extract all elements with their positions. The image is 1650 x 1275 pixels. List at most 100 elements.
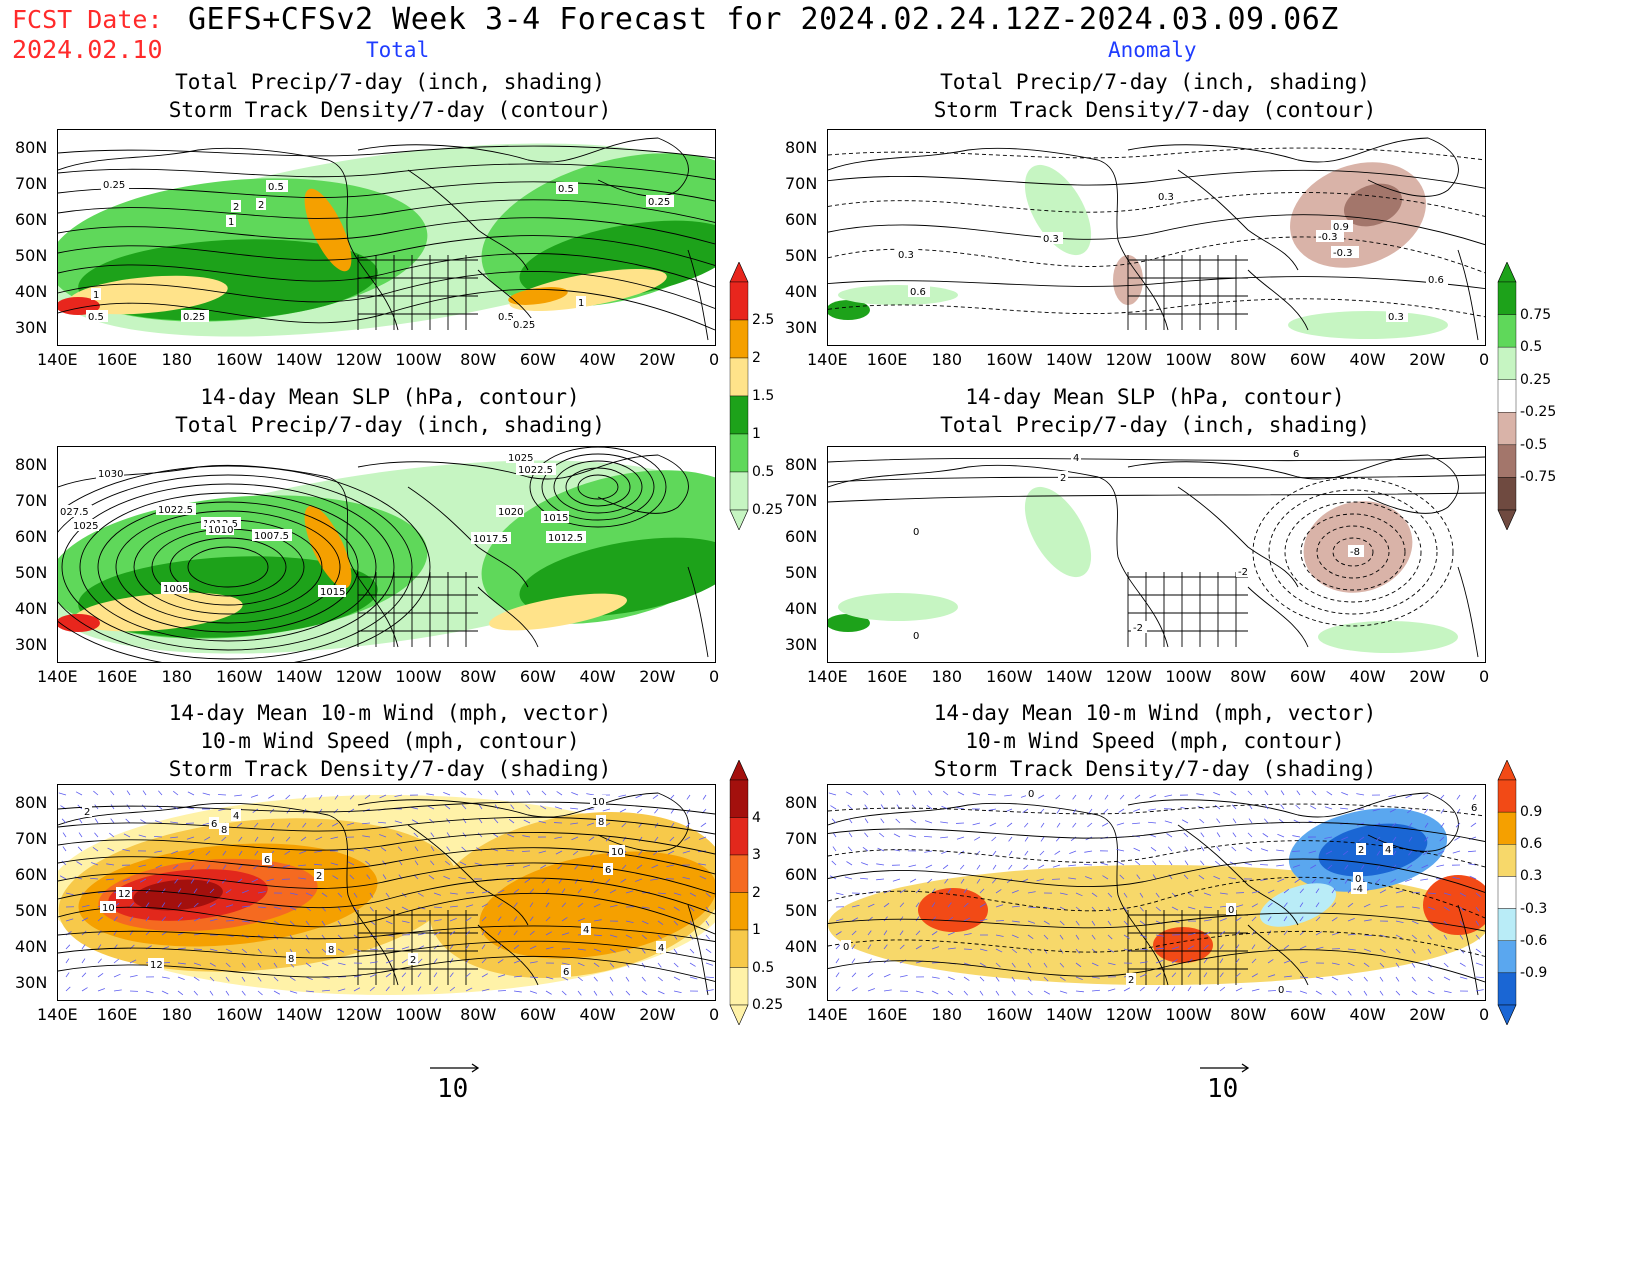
lat-tick-label: 40N [15, 599, 48, 618]
wind-vector [1075, 990, 1084, 993]
wind-vector [974, 836, 981, 841]
wind-vector [353, 920, 359, 926]
wind-vector [586, 822, 595, 826]
wind-vector [1308, 850, 1317, 854]
wind-vector [97, 972, 104, 978]
contour-line [58, 816, 715, 835]
contour-label: 6 [1293, 449, 1299, 460]
coast-europe [1457, 566, 1479, 658]
wind-vector [497, 974, 506, 978]
wind-vector [1379, 962, 1385, 968]
wind-vector [449, 930, 456, 936]
contour-label-bg [116, 887, 132, 899]
lat-tick-label: 30N [785, 973, 818, 992]
wind-vector [1203, 906, 1212, 909]
contour-label-bg [148, 958, 164, 970]
wind-vector [1150, 846, 1157, 852]
wind-vector [1075, 948, 1080, 954]
wind-vector [187, 791, 195, 796]
wind-vector [915, 930, 921, 936]
wind-vector [1091, 989, 1100, 992]
contour-label-bg [231, 809, 241, 821]
wind-vector [1056, 822, 1061, 828]
wind-vector [1395, 976, 1400, 982]
colorbar-segment [729, 779, 749, 818]
wind-vector [113, 989, 122, 992]
wind-vector [1027, 906, 1036, 908]
wind-vector [510, 804, 515, 810]
wind-vector [561, 962, 570, 965]
wind-vector [364, 794, 371, 800]
lat-tick-label: 80N [15, 138, 48, 157]
wind-vector [62, 846, 67, 852]
wind-vector [206, 878, 211, 884]
wind-vector [1283, 888, 1290, 894]
wind-vector [417, 958, 423, 964]
wind-vector [1133, 808, 1141, 812]
wind-vector [641, 934, 647, 940]
wind-vector [574, 864, 579, 870]
wind-vector [1251, 944, 1256, 950]
lon-tick-label: 160E [96, 667, 138, 686]
wind-vector [1203, 958, 1208, 964]
wind-vector [577, 902, 584, 908]
contour-line [58, 235, 715, 266]
contour-label: 1022.5 [518, 465, 553, 476]
wind-vector [1167, 846, 1173, 852]
wind-vector [1376, 864, 1381, 870]
contour-label: 1010 [208, 525, 233, 536]
wind-vector [321, 920, 326, 926]
lon-tick-label: 160E [96, 350, 138, 369]
contour-label-bg [1041, 232, 1063, 244]
wind-vector [315, 836, 323, 841]
wind-vector [1187, 945, 1195, 950]
wind-vector [654, 808, 659, 814]
contour-label-bg [506, 451, 534, 463]
lon-tick-label: 120W [1105, 350, 1152, 369]
wind-vector [1267, 930, 1272, 936]
wind-vector [988, 794, 997, 796]
wind-vector [193, 990, 199, 996]
wind-vector [1411, 920, 1419, 925]
wind-vector [366, 874, 371, 880]
contour-line [58, 847, 715, 875]
wind-vector [593, 903, 601, 908]
contour-label: 0.25 [513, 320, 535, 331]
wind-vector [1203, 919, 1212, 922]
anom-precip-green-light [1024, 164, 1092, 256]
isobar [58, 465, 431, 662]
wind-vector [1427, 892, 1436, 895]
wind-vector [1123, 987, 1131, 992]
wind-vector [394, 820, 403, 824]
wind-vector [705, 920, 710, 926]
wind-vector [876, 863, 885, 866]
wind-vector [609, 904, 618, 908]
wind-vector [556, 791, 563, 796]
wind-vector [449, 986, 456, 992]
wind-vector [673, 990, 682, 994]
contour-label-bg [1331, 246, 1359, 258]
colorbar-segment [1497, 972, 1517, 1006]
contour-label-bg [181, 310, 209, 322]
wind-vector [222, 850, 227, 856]
isobar [115, 510, 341, 624]
coast-greenland [1127, 792, 1459, 852]
isobar [187, 546, 269, 588]
anom-precip-brown-dark [1343, 183, 1403, 227]
wind-vector [1360, 864, 1365, 870]
wind-vector [1059, 962, 1065, 968]
wind-vector [81, 904, 90, 908]
wind-vector [689, 934, 694, 940]
lat-tick-label: 40N [785, 282, 818, 301]
wind-vector [995, 990, 1000, 996]
lon-tick-label: 120W [335, 667, 382, 686]
wind-vector [625, 890, 634, 894]
colorbar-cap [729, 760, 749, 781]
wind-vector [1101, 822, 1109, 827]
wind-vector [305, 990, 314, 993]
wind-vector [545, 916, 551, 922]
wind-vector [1276, 864, 1285, 867]
contour-line [58, 940, 715, 962]
wind-vector [1247, 790, 1253, 796]
lat-tick-label: 30N [15, 973, 48, 992]
